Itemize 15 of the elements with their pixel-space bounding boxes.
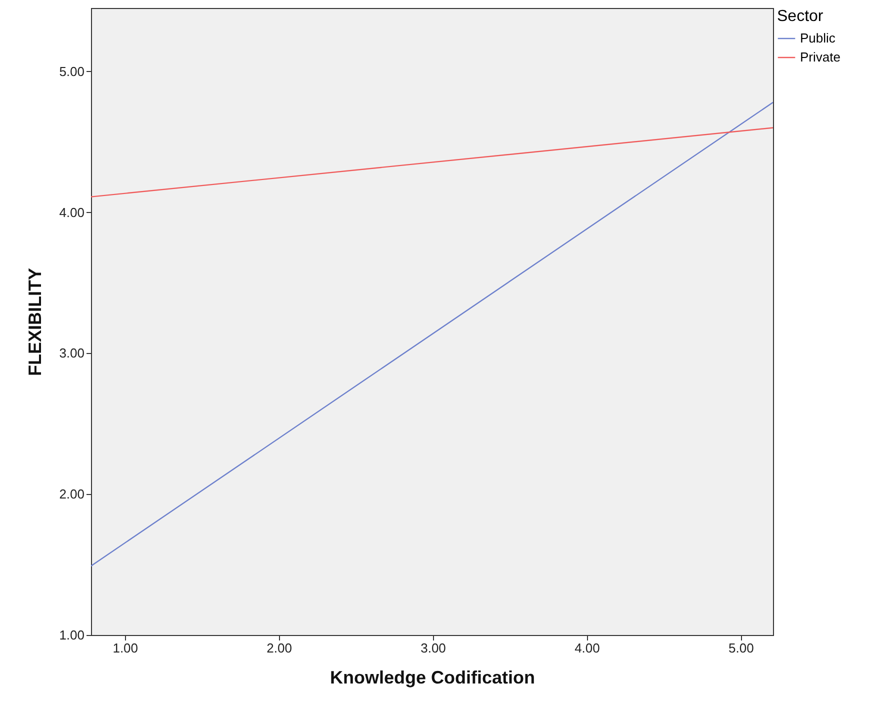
legend-label: Public [800, 30, 836, 46]
y-tick-label: 4.00 [59, 204, 84, 220]
x-tick-label: 5.00 [728, 640, 754, 656]
legend-label: Private [800, 50, 840, 64]
y-tick-label: 2.00 [59, 486, 84, 502]
y-axis-title: FLEXIBILITY [25, 268, 46, 376]
y-tick-label: 5.00 [59, 64, 84, 79]
y-tick-label: 3.00 [59, 346, 84, 361]
legend-title: Sector [777, 8, 824, 25]
x-tick-label: 2.00 [266, 640, 292, 656]
x-tick-label: 1.00 [112, 640, 138, 656]
y-tick-label: 1.00 [59, 628, 84, 642]
x-tick-label: 4.00 [574, 640, 600, 656]
x-axis-title: Knowledge Codification [330, 668, 535, 688]
x-tick-label: 3.00 [420, 640, 446, 656]
